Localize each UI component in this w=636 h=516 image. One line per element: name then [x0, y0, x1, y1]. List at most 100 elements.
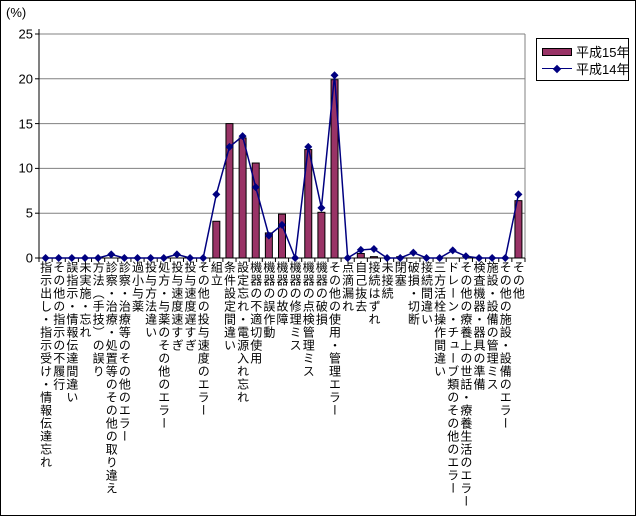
diamond-marker [264, 231, 273, 240]
x-category-label: 検査機器・器具の準備 [472, 261, 487, 391]
legend: 平成15年 平成14年 [536, 38, 629, 81]
legend-label-h15: 平成15年 [576, 45, 630, 60]
x-category-label: 機器の誤作動 [261, 261, 276, 339]
x-category-label: その他の使用・管理エラー [327, 261, 342, 417]
x-category-label: 自己抜去 [353, 261, 368, 313]
y-tick-label: 10 [18, 160, 33, 176]
bar-h15 [278, 213, 286, 259]
x-category-label: その他 [511, 261, 526, 300]
diamond-marker [54, 254, 63, 262]
bar-h15 [317, 211, 326, 259]
x-category-label: 指示出し・指示受け・情報伝達忘れ [38, 261, 53, 469]
diamond-marker [317, 203, 326, 212]
x-category-label: 設定忘れ・電源入れ忘れ [235, 261, 250, 404]
x-category-label: ドレーン・チューブ類のその他のエラー [445, 261, 460, 495]
bar-h15 [369, 256, 378, 259]
x-category-label: 機器の破損 [314, 261, 329, 326]
bar-h15 [356, 253, 365, 259]
x-category-label: 三方活栓操作間違い [432, 261, 447, 378]
diamond-marker [343, 254, 352, 262]
x-category-label: 投与速度速すぎ [169, 261, 184, 352]
x-category-label: 点滴漏れ [340, 261, 355, 313]
diamond-marker [67, 254, 76, 262]
x-category-label: その他の施設・設備のエラー [498, 261, 513, 430]
diamond-marker [94, 254, 103, 262]
x-category-label: 投与方法違い [143, 261, 158, 339]
diamond-marker [396, 254, 405, 262]
diamond-marker [238, 132, 247, 141]
x-category-label: 投与速度遅すぎ [183, 261, 198, 352]
x-category-label: その他の指示の不履行 [51, 261, 66, 391]
diamond-marker [304, 142, 313, 151]
x-category-label: 接続はずれ [366, 261, 381, 326]
diamond-marker [133, 254, 142, 262]
x-category-label: 処方・与薬のその他のエラー [156, 261, 171, 430]
x-category-label: 機器の点検管理ミス [301, 261, 316, 378]
bar-h15 [514, 200, 523, 259]
diamond-marker [159, 254, 168, 262]
x-category-label: 破損・切断 [406, 261, 421, 326]
y-tick-label: 0 [25, 250, 33, 266]
legend-line-swatch [542, 64, 572, 73]
x-category-label: 条件設定間違い [222, 261, 237, 352]
diamond-marker [422, 254, 431, 262]
diamond-marker [383, 254, 392, 262]
diamond-marker [356, 245, 365, 254]
x-category-label: その他の療養上の世話・療養生活のエラー [458, 261, 473, 508]
diamond-marker [330, 71, 339, 80]
y-tick-label: 5 [25, 205, 33, 221]
diamond-marker [291, 254, 300, 262]
diamond-marker [80, 254, 89, 262]
diamond-marker [514, 190, 523, 199]
diamond-marker [435, 254, 444, 262]
bar-h15 [238, 137, 247, 259]
y-tick-label: 15 [18, 116, 33, 132]
diamond-marker [461, 252, 470, 261]
legend-label-h14: 平成14年 [576, 62, 630, 77]
x-category-label: 機器の不適切使用 [248, 261, 263, 365]
x-category-label: その他の投与速度のエラー [196, 261, 211, 417]
legend-item-h15: 平成15年 [542, 43, 629, 60]
diamond-marker [369, 245, 378, 254]
legend-diamond-icon [552, 64, 562, 73]
x-category-label: 診察・治療等のその他のエラー [117, 261, 132, 443]
bar-h15 [251, 162, 260, 259]
legend-item-h14: 平成14年 [542, 60, 629, 77]
x-category-label: 過小与薬 [130, 261, 145, 313]
diamond-marker [409, 248, 418, 257]
diamond-marker [212, 190, 221, 199]
x-category-label: 組立 [209, 261, 224, 287]
x-category-label: 方法（手技）の誤り [91, 261, 106, 378]
diamond-marker [251, 183, 260, 192]
diamond-marker [172, 250, 181, 259]
x-category-label: 接続間違い [419, 261, 434, 326]
diamond-marker [146, 254, 155, 262]
diamond-marker [488, 254, 497, 262]
x-category-label: 施設・設備の管理ミス [485, 261, 500, 391]
x-category-label: 未実施・忘れ [77, 261, 92, 339]
x-category-label: 機器の故障 [275, 261, 289, 326]
y-tick-label: 25 [18, 26, 33, 42]
bar-h15 [212, 220, 221, 259]
y-axis-unit-label: (%) [6, 5, 27, 20]
legend-bar-swatch [542, 47, 572, 56]
diamond-marker [501, 254, 510, 262]
bar-h15 [225, 123, 234, 259]
diamond-marker [475, 254, 484, 262]
x-category-label: 閉塞 [393, 261, 408, 287]
diamond-marker [41, 254, 50, 262]
x-category-label: 診察・治療・処置等のその他の取り違え [104, 261, 119, 495]
y-tick-label: 20 [18, 71, 33, 87]
x-category-label: 誤指示・情報伝達間違い [64, 261, 79, 404]
x-category-label: 機器の修理ミス [288, 261, 303, 352]
x-category-label: 未接続 [380, 261, 395, 300]
diamond-marker [448, 246, 457, 255]
diamond-marker [278, 220, 286, 229]
diamond-marker [107, 250, 116, 259]
diamond-marker [199, 254, 208, 262]
diamond-marker [120, 254, 129, 262]
diamond-marker [186, 254, 195, 262]
diamond-marker [225, 142, 234, 151]
